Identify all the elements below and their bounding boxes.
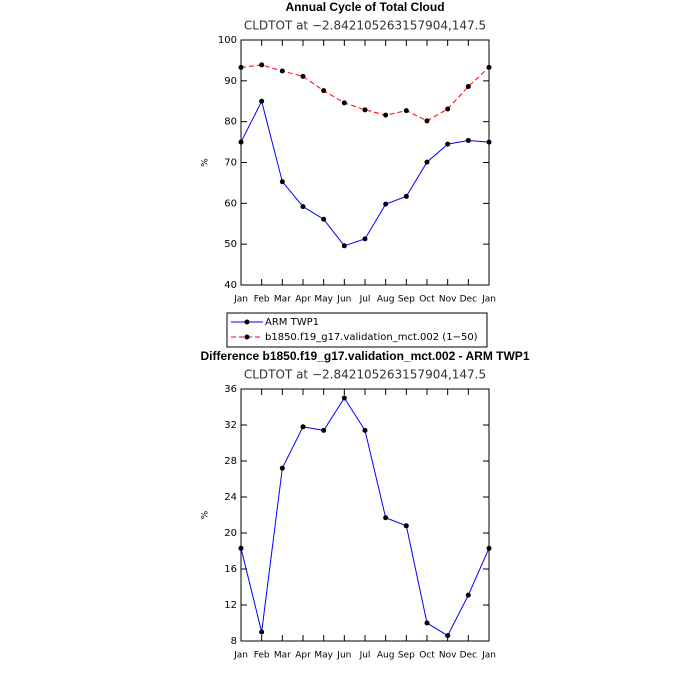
legend-marker [244, 319, 250, 325]
point [341, 243, 347, 249]
x-tick-label: Apr [295, 295, 311, 305]
point [300, 424, 306, 430]
point [300, 73, 306, 79]
point [279, 179, 285, 185]
plot-frame [240, 388, 490, 642]
x-tick-label: Jan [481, 651, 496, 661]
x-tick-label: Jan [233, 651, 248, 661]
point [321, 216, 327, 222]
point [383, 201, 389, 207]
y-tick-label: 100 [218, 35, 237, 46]
point [321, 88, 327, 94]
x-tick-label: Dec [460, 295, 477, 305]
point [465, 592, 471, 598]
series-line [240, 397, 490, 637]
point [424, 620, 430, 626]
point [403, 193, 409, 199]
x-tick-label: Jun [336, 651, 351, 661]
y-tick-label: 70 [224, 158, 237, 169]
point [341, 395, 347, 401]
x-tick-label: Mar [274, 651, 291, 661]
y-tick-label: 28 [224, 456, 237, 467]
point [300, 204, 306, 210]
point [445, 106, 451, 112]
x-tick-label: Feb [254, 295, 270, 305]
legend-label: b1850.f19_g17.validation_mct.002 (1−50) [265, 332, 478, 343]
point [424, 159, 430, 165]
point [465, 137, 471, 143]
x-tick-label: Dec [460, 651, 477, 661]
x-tick-label: Jan [233, 295, 248, 305]
point [279, 68, 285, 74]
plot-frame [240, 39, 490, 286]
legend-box [226, 312, 488, 348]
point [341, 100, 347, 106]
point [445, 141, 451, 147]
x-tick-label: May [314, 295, 333, 305]
point [383, 112, 389, 118]
point [259, 629, 265, 635]
x-tick-label: Jul [359, 295, 371, 305]
x-tick-label: Feb [254, 651, 270, 661]
legend-label: ARM TWP1 [265, 317, 319, 328]
x-tick-label: May [314, 651, 333, 661]
x-tick-label: Nov [439, 651, 457, 661]
x-tick-label: Sep [398, 295, 415, 305]
y-tick-label: 90 [224, 76, 237, 87]
point [403, 523, 409, 529]
x-tick-label: Oct [419, 295, 435, 305]
x-tick-label: Nov [439, 295, 457, 305]
point [238, 139, 244, 145]
point [238, 64, 244, 70]
x-tick-label: Aug [377, 295, 395, 305]
x-tick-label: Apr [295, 651, 311, 661]
x-tick-label: Aug [377, 651, 395, 661]
chart-subtitle: CLDTOT at −2.842105263157904,147.5 [244, 368, 486, 382]
point [362, 107, 368, 113]
y-tick-label: 24 [224, 492, 237, 503]
y-tick-label: 32 [224, 420, 237, 431]
chart-title: Difference b1850.f19_g17.validation_mct.… [200, 349, 529, 363]
point [486, 545, 492, 551]
y-tick-label: 40 [224, 280, 237, 291]
series-line [240, 99, 490, 247]
point [465, 84, 471, 90]
y-tick-label: 36 [224, 384, 237, 395]
point [259, 98, 265, 104]
point [238, 545, 244, 551]
y-tick-label: 50 [224, 239, 237, 250]
y-tick-label: 80 [224, 117, 237, 128]
x-tick-label: Sep [398, 651, 415, 661]
x-tick-label: Oct [419, 651, 435, 661]
series-line [240, 64, 490, 122]
y-tick-label: 8 [231, 636, 237, 647]
point [383, 515, 389, 521]
chart-subtitle: CLDTOT at −2.842105263157904,147.5 [244, 19, 486, 33]
chart-title: Annual Cycle of Total Cloud [285, 0, 444, 14]
y-axis-label: % [201, 158, 211, 167]
x-tick-label: Jul [359, 651, 371, 661]
point [486, 64, 492, 70]
point [486, 139, 492, 145]
point [445, 633, 451, 639]
y-tick-label: 20 [224, 528, 237, 539]
point [362, 427, 368, 433]
point [403, 108, 409, 114]
y-tick-label: 12 [224, 600, 237, 611]
point [259, 62, 265, 68]
point [279, 465, 285, 471]
x-tick-label: Jun [336, 295, 351, 305]
point [424, 118, 430, 124]
x-tick-label: Jan [481, 295, 496, 305]
x-tick-label: Mar [274, 295, 291, 305]
y-axis-label: % [201, 510, 211, 519]
point [321, 427, 327, 433]
point [362, 236, 368, 242]
legend-marker [244, 334, 250, 340]
y-tick-label: 16 [224, 564, 237, 575]
y-tick-label: 60 [224, 198, 237, 209]
